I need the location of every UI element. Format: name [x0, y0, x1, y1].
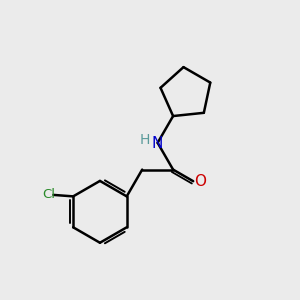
Text: O: O	[194, 174, 206, 189]
Text: H: H	[139, 134, 150, 148]
Text: N: N	[152, 136, 163, 151]
Text: Cl: Cl	[42, 188, 55, 201]
